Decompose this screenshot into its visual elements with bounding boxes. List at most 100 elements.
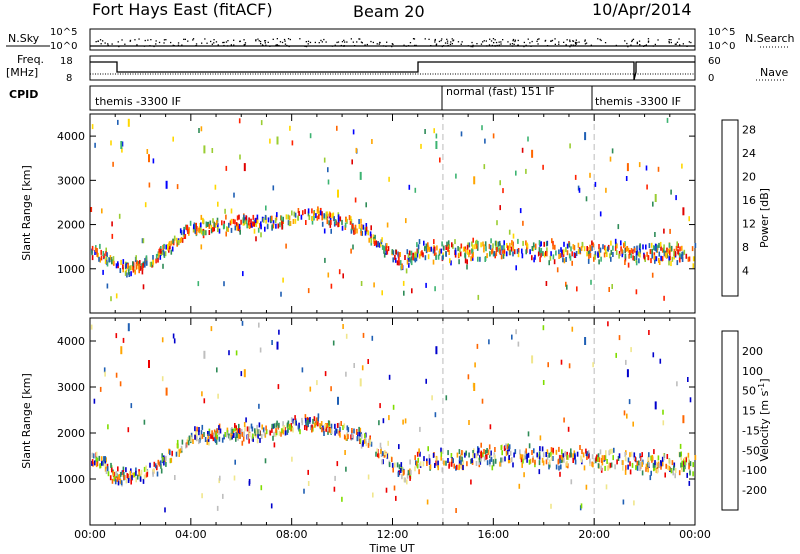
echo-mark	[554, 244, 556, 250]
echo-mark	[210, 433, 212, 439]
echo-mark	[561, 249, 563, 255]
echo-mark	[679, 252, 681, 258]
echo-mark	[269, 430, 272, 436]
echo-mark	[343, 434, 346, 440]
echo-mark	[575, 251, 578, 256]
echo-mark	[103, 456, 105, 462]
echo-mark	[632, 249, 634, 255]
echo-mark	[479, 256, 481, 262]
scatter-point	[626, 369, 629, 378]
echo-mark	[474, 362, 476, 368]
echo-mark	[258, 429, 261, 435]
echo-mark	[481, 398, 484, 404]
echo-mark	[205, 221, 208, 227]
echo-mark	[558, 249, 560, 255]
echo-mark	[386, 243, 388, 249]
echo-mark	[260, 120, 263, 126]
echo-mark	[555, 449, 558, 455]
echo-mark	[433, 246, 436, 252]
echo-mark	[101, 460, 103, 466]
echo-mark	[210, 224, 213, 230]
echo-mark	[270, 503, 273, 509]
echo-mark	[336, 125, 338, 131]
noise-dot	[480, 43, 483, 45]
echo-mark	[583, 246, 586, 252]
echo-mark	[406, 473, 409, 479]
echo-mark	[545, 250, 547, 256]
echo-mark	[334, 219, 337, 224]
echo-mark	[216, 428, 219, 434]
echo-mark	[322, 425, 324, 431]
echo-mark	[289, 221, 292, 226]
echo-mark	[194, 426, 196, 432]
noise-dot	[550, 40, 552, 42]
noise-dot	[239, 40, 241, 43]
echo-mark	[676, 381, 678, 387]
echo-mark	[636, 245, 638, 251]
noise-dot	[233, 44, 235, 46]
echo-mark	[493, 251, 496, 257]
echo-mark	[655, 247, 658, 253]
echo-mark	[566, 451, 568, 457]
echo-mark	[275, 223, 277, 229]
echo-mark	[427, 242, 429, 248]
echo-mark	[657, 455, 660, 461]
echo-mark	[674, 473, 676, 479]
echo-mark	[679, 443, 682, 449]
echo-mark	[327, 429, 329, 435]
echo-mark	[688, 480, 691, 486]
noise-dot	[495, 41, 498, 44]
echo-mark	[624, 260, 626, 265]
echo-mark	[651, 253, 653, 259]
echo-mark	[580, 503, 583, 509]
echo-mark	[624, 248, 626, 253]
echo-mark	[346, 433, 348, 439]
echo-mark	[517, 248, 520, 253]
echo-mark	[546, 449, 549, 455]
echo-mark	[614, 246, 617, 251]
echo-mark	[178, 451, 180, 457]
echo-mark	[648, 243, 651, 249]
echo-mark	[536, 452, 538, 458]
echo-mark	[576, 286, 578, 292]
echo-mark	[316, 215, 319, 221]
echo-mark	[309, 417, 311, 422]
echo-mark	[235, 350, 238, 356]
echo-mark	[620, 246, 622, 252]
echo-mark	[681, 163, 683, 169]
echo-mark	[485, 246, 487, 252]
echo-mark	[137, 261, 140, 267]
noise-dot	[434, 38, 436, 41]
echo-mark	[618, 253, 620, 259]
echo-mark	[398, 470, 401, 476]
cpid-segment-3: themis -3300 IF	[595, 95, 681, 108]
echo-mark	[524, 450, 526, 456]
freq-right-bottom-tick: 0	[708, 73, 714, 84]
echo-mark	[337, 429, 339, 435]
noise-dot	[233, 39, 235, 41]
echo-mark	[560, 464, 562, 470]
noise-dot	[392, 43, 394, 45]
echo-mark	[114, 479, 117, 485]
echo-mark	[687, 256, 690, 262]
colorbar-frame	[721, 330, 739, 511]
echo-mark	[324, 371, 327, 377]
noise-left-bottom-tick: 10^0	[50, 41, 77, 52]
echo-mark	[385, 249, 388, 255]
echo-mark	[194, 434, 196, 440]
echo-mark	[669, 255, 671, 261]
echo-mark	[679, 246, 681, 252]
echo-mark	[257, 434, 259, 439]
power-data-marks	[90, 114, 697, 313]
echo-mark	[342, 273, 344, 279]
echo-mark	[91, 255, 94, 261]
echo-mark	[607, 321, 609, 327]
echo-mark	[435, 254, 438, 260]
echo-mark	[607, 246, 609, 252]
noise-dot	[222, 41, 224, 44]
echo-mark	[189, 220, 192, 226]
echo-mark	[633, 256, 636, 261]
echo-mark	[208, 440, 210, 446]
echo-mark	[382, 418, 385, 424]
